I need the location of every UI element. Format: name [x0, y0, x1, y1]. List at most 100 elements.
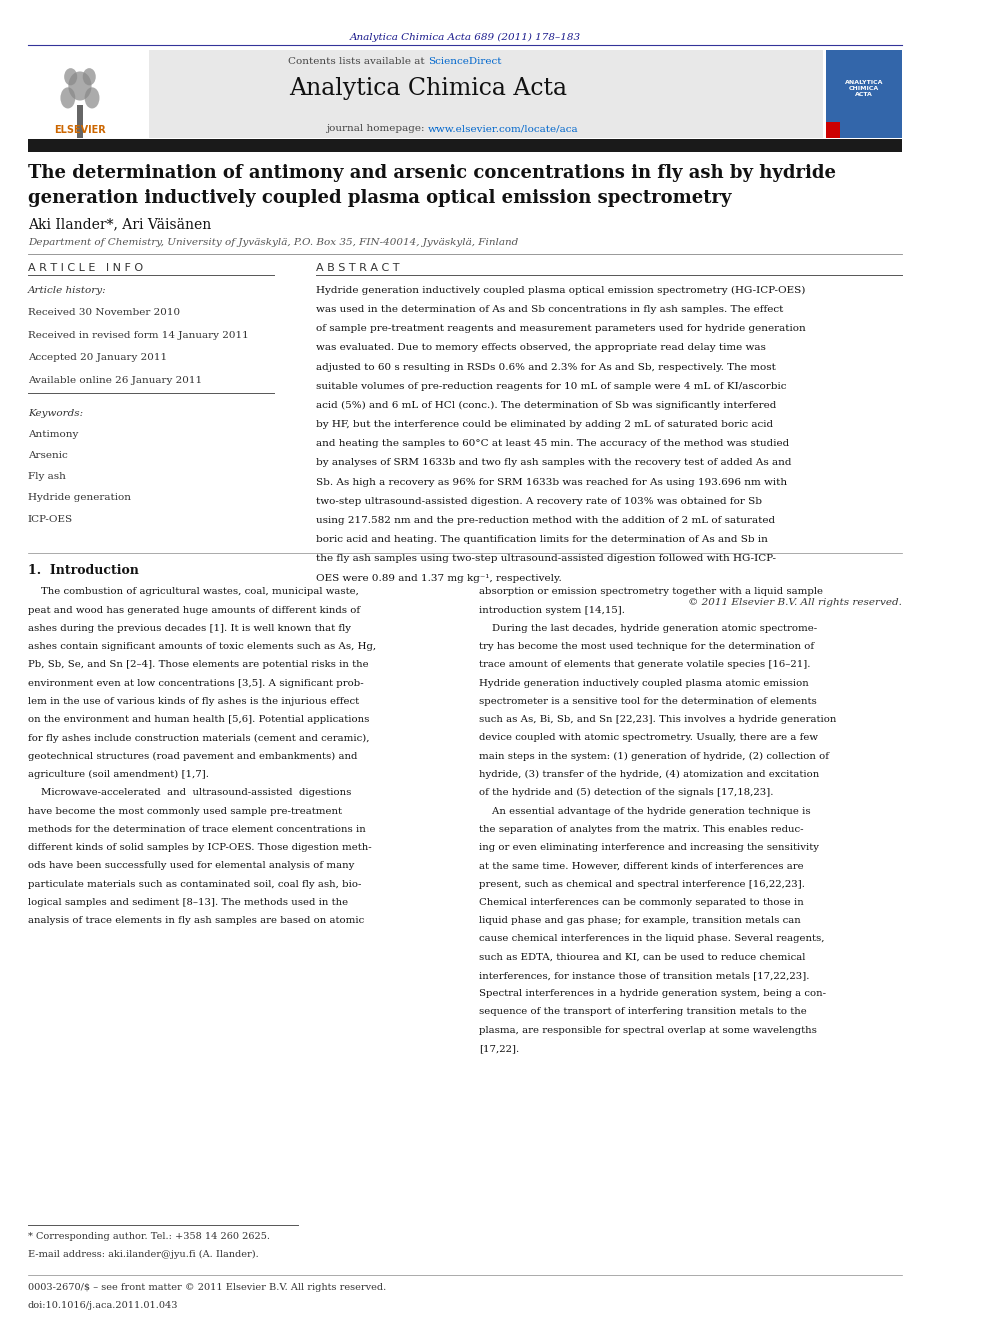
- Text: Sb. As high a recovery as 96% for SRM 1633b was reached for As using 193.696 nm : Sb. As high a recovery as 96% for SRM 16…: [316, 478, 788, 487]
- Text: particulate materials such as contaminated soil, coal fly ash, bio-: particulate materials such as contaminat…: [28, 880, 361, 889]
- Text: boric acid and heating. The quantification limits for the determination of As an: boric acid and heating. The quantificati…: [316, 534, 768, 544]
- FancyBboxPatch shape: [28, 139, 902, 152]
- Text: trace amount of elements that generate volatile species [16–21].: trace amount of elements that generate v…: [479, 660, 810, 669]
- Text: geotechnical structures (road pavement and embankments) and: geotechnical structures (road pavement a…: [28, 751, 357, 761]
- Text: device coupled with atomic spectrometry. Usually, there are a few: device coupled with atomic spectrometry.…: [479, 733, 817, 742]
- Text: ScienceDirect: ScienceDirect: [428, 57, 501, 66]
- Text: During the last decades, hydride generation atomic spectrome-: During the last decades, hydride generat…: [479, 624, 817, 632]
- Text: by analyses of SRM 1633b and two fly ash samples with the recovery test of added: by analyses of SRM 1633b and two fly ash…: [316, 458, 792, 467]
- Text: on the environment and human health [5,6]. Potential applications: on the environment and human health [5,6…: [28, 716, 369, 724]
- Text: hydride, (3) transfer of the hydride, (4) atomization and excitation: hydride, (3) transfer of the hydride, (4…: [479, 770, 819, 779]
- FancyBboxPatch shape: [28, 50, 149, 138]
- Text: Article history:: Article history:: [28, 286, 106, 295]
- Text: peat and wood has generated huge amounts of different kinds of: peat and wood has generated huge amounts…: [28, 606, 360, 615]
- Text: * Corresponding author. Tel.: +358 14 260 2625.: * Corresponding author. Tel.: +358 14 26…: [28, 1232, 270, 1241]
- Bar: [77, 105, 82, 138]
- Text: plasma, are responsible for spectral overlap at some wavelengths: plasma, are responsible for spectral ove…: [479, 1025, 816, 1035]
- Text: was used in the determination of As and Sb concentrations in fly ash samples. Th: was used in the determination of As and …: [316, 304, 784, 314]
- Text: doi:10.1016/j.aca.2011.01.043: doi:10.1016/j.aca.2011.01.043: [28, 1301, 179, 1310]
- Text: E-mail address: aki.ilander@jyu.fi (A. Ilander).: E-mail address: aki.ilander@jyu.fi (A. I…: [28, 1250, 259, 1259]
- Text: main steps in the system: (1) generation of hydride, (2) collection of: main steps in the system: (1) generation…: [479, 751, 828, 761]
- Text: analysis of trace elements in fly ash samples are based on atomic: analysis of trace elements in fly ash sa…: [28, 916, 364, 925]
- Text: The determination of antimony and arsenic concentrations in fly ash by hydride: The determination of antimony and arseni…: [28, 164, 836, 183]
- Text: the fly ash samples using two-step ultrasound-assisted digestion followed with H: the fly ash samples using two-step ultra…: [316, 554, 776, 564]
- FancyBboxPatch shape: [28, 50, 822, 138]
- Text: interferences, for instance those of transition metals [17,22,23].: interferences, for instance those of tra…: [479, 971, 809, 980]
- Text: ing or even eliminating interference and increasing the sensitivity: ing or even eliminating interference and…: [479, 843, 818, 852]
- Text: Arsenic: Arsenic: [28, 451, 67, 460]
- Text: have become the most commonly used sample pre-treatment: have become the most commonly used sampl…: [28, 807, 342, 815]
- Text: [17,22].: [17,22].: [479, 1044, 519, 1053]
- Bar: [825, 122, 839, 138]
- Text: absorption or emission spectrometry together with a liquid sample: absorption or emission spectrometry toge…: [479, 587, 822, 597]
- Text: spectrometer is a sensitive tool for the determination of elements: spectrometer is a sensitive tool for the…: [479, 697, 816, 706]
- Text: Available online 26 January 2011: Available online 26 January 2011: [28, 376, 202, 385]
- Text: agriculture (soil amendment) [1,7].: agriculture (soil amendment) [1,7].: [28, 770, 209, 779]
- Text: Microwave-accelerated  and  ultrasound-assisted  digestions: Microwave-accelerated and ultrasound-ass…: [28, 789, 351, 798]
- Text: by HF, but the interference could be eliminated by adding 2 mL of saturated bori: by HF, but the interference could be eli…: [316, 419, 773, 429]
- Text: www.elsevier.com/locate/aca: www.elsevier.com/locate/aca: [428, 124, 578, 134]
- Text: different kinds of solid samples by ICP-OES. Those digestion meth-: different kinds of solid samples by ICP-…: [28, 843, 372, 852]
- Text: introduction system [14,15].: introduction system [14,15].: [479, 606, 625, 615]
- Text: of the hydride and (5) detection of the signals [17,18,23].: of the hydride and (5) detection of the …: [479, 789, 774, 798]
- Text: adjusted to 60 s resulting in RSDs 0.6% and 2.3% for As and Sb, respectively. Th: adjusted to 60 s resulting in RSDs 0.6% …: [316, 363, 776, 372]
- Text: at the same time. However, different kinds of interferences are: at the same time. However, different kin…: [479, 861, 804, 871]
- Text: such as As, Bi, Sb, and Sn [22,23]. This involves a hydride generation: such as As, Bi, Sb, and Sn [22,23]. This…: [479, 716, 836, 724]
- Text: ELSEVIER: ELSEVIER: [55, 124, 106, 135]
- Text: generation inductively coupled plasma optical emission spectrometry: generation inductively coupled plasma op…: [28, 189, 731, 208]
- Text: of sample pre-treatment reagents and measurement parameters used for hydride gen: of sample pre-treatment reagents and mea…: [316, 324, 806, 333]
- Text: liquid phase and gas phase; for example, transition metals can: liquid phase and gas phase; for example,…: [479, 916, 801, 925]
- Text: for fly ashes include construction materials (cement and ceramic),: for fly ashes include construction mater…: [28, 733, 369, 742]
- Text: Hydride generation inductively coupled plasma atomic emission: Hydride generation inductively coupled p…: [479, 679, 808, 688]
- Text: An essential advantage of the hydride generation technique is: An essential advantage of the hydride ge…: [479, 807, 810, 815]
- Text: Contents lists available at: Contents lists available at: [288, 57, 428, 66]
- Text: Aki Ilander*, Ari Väisänen: Aki Ilander*, Ari Väisänen: [28, 217, 211, 232]
- Text: Hydride generation: Hydride generation: [28, 493, 131, 503]
- Text: was evaluated. Due to memory effects observed, the appropriate read delay time w: was evaluated. Due to memory effects obs…: [316, 343, 766, 352]
- Text: acid (5%) and 6 mL of HCl (conc.). The determination of Sb was significantly int: acid (5%) and 6 mL of HCl (conc.). The d…: [316, 401, 777, 410]
- Text: 0003-2670/$ – see front matter © 2011 Elsevier B.V. All rights reserved.: 0003-2670/$ – see front matter © 2011 El…: [28, 1283, 386, 1293]
- Text: journal homepage:: journal homepage:: [326, 124, 428, 134]
- Text: Analytica Chimica Acta: Analytica Chimica Acta: [289, 77, 566, 99]
- Text: and heating the samples to 60°C at least 45 min. The accuracy of the method was : and heating the samples to 60°C at least…: [316, 439, 790, 448]
- Text: Received in revised form 14 January 2011: Received in revised form 14 January 2011: [28, 331, 249, 340]
- Text: try has become the most used technique for the determination of: try has become the most used technique f…: [479, 642, 814, 651]
- Text: ANALYTICA
CHIMICA
ACTA: ANALYTICA CHIMICA ACTA: [844, 79, 883, 98]
- Text: A R T I C L E   I N F O: A R T I C L E I N F O: [28, 263, 143, 274]
- Text: sequence of the transport of interfering transition metals to the: sequence of the transport of interfering…: [479, 1007, 806, 1016]
- FancyBboxPatch shape: [825, 50, 902, 138]
- Text: ods have been successfully used for elemental analysis of many: ods have been successfully used for elem…: [28, 861, 354, 871]
- Text: Spectral interferences in a hydride generation system, being a con-: Spectral interferences in a hydride gene…: [479, 990, 825, 998]
- Text: OES were 0.89 and 1.37 mg kg⁻¹, respectively.: OES were 0.89 and 1.37 mg kg⁻¹, respecti…: [316, 573, 561, 582]
- Ellipse shape: [61, 87, 75, 108]
- Text: Accepted 20 January 2011: Accepted 20 January 2011: [28, 353, 167, 363]
- Ellipse shape: [84, 87, 99, 108]
- Text: present, such as chemical and spectral interference [16,22,23].: present, such as chemical and spectral i…: [479, 880, 805, 889]
- Text: such as EDTA, thiourea and KI, can be used to reduce chemical: such as EDTA, thiourea and KI, can be us…: [479, 953, 806, 962]
- Text: two-step ultrasound-assisted digestion. A recovery rate of 103% was obtained for: two-step ultrasound-assisted digestion. …: [316, 496, 762, 505]
- Text: using 217.582 nm and the pre-reduction method with the addition of 2 mL of satur: using 217.582 nm and the pre-reduction m…: [316, 516, 775, 525]
- Text: lem in the use of various kinds of fly ashes is the injurious effect: lem in the use of various kinds of fly a…: [28, 697, 359, 706]
- Text: ashes during the previous decades [1]. It is well known that fly: ashes during the previous decades [1]. I…: [28, 624, 351, 632]
- Text: Fly ash: Fly ash: [28, 472, 65, 482]
- Text: logical samples and sediment [8–13]. The methods used in the: logical samples and sediment [8–13]. The…: [28, 898, 348, 906]
- Text: cause chemical interferences in the liquid phase. Several reagents,: cause chemical interferences in the liqu…: [479, 934, 824, 943]
- Text: suitable volumes of pre-reduction reagents for 10 mL of sample were 4 mL of KI/a: suitable volumes of pre-reduction reagen…: [316, 381, 787, 390]
- Text: The combustion of agricultural wastes, coal, municipal waste,: The combustion of agricultural wastes, c…: [28, 587, 359, 597]
- Text: Keywords:: Keywords:: [28, 409, 83, 418]
- Ellipse shape: [68, 71, 91, 101]
- Text: 1.  Introduction: 1. Introduction: [28, 564, 139, 577]
- Text: methods for the determination of trace element concentrations in: methods for the determination of trace e…: [28, 824, 366, 833]
- Text: Chemical interferences can be commonly separated to those in: Chemical interferences can be commonly s…: [479, 898, 804, 906]
- Text: Department of Chemistry, University of Jyväskylä, P.O. Box 35, FIN-40014, Jyväsk: Department of Chemistry, University of J…: [28, 238, 518, 247]
- Text: Pb, Sb, Se, and Sn [2–4]. Those elements are potential risks in the: Pb, Sb, Se, and Sn [2–4]. Those elements…: [28, 660, 368, 669]
- Text: ashes contain significant amounts of toxic elements such as As, Hg,: ashes contain significant amounts of tox…: [28, 642, 376, 651]
- Text: Hydride generation inductively coupled plasma optical emission spectrometry (HG-: Hydride generation inductively coupled p…: [316, 286, 806, 295]
- Text: the separation of analytes from the matrix. This enables reduc-: the separation of analytes from the matr…: [479, 824, 804, 833]
- Text: Analytica Chimica Acta 689 (2011) 178–183: Analytica Chimica Acta 689 (2011) 178–18…: [349, 33, 580, 42]
- Text: environment even at low concentrations [3,5]. A significant prob-: environment even at low concentrations […: [28, 679, 363, 688]
- Text: A B S T R A C T: A B S T R A C T: [316, 263, 400, 274]
- Text: Received 30 November 2010: Received 30 November 2010: [28, 308, 180, 318]
- Ellipse shape: [82, 69, 96, 86]
- Ellipse shape: [64, 69, 77, 86]
